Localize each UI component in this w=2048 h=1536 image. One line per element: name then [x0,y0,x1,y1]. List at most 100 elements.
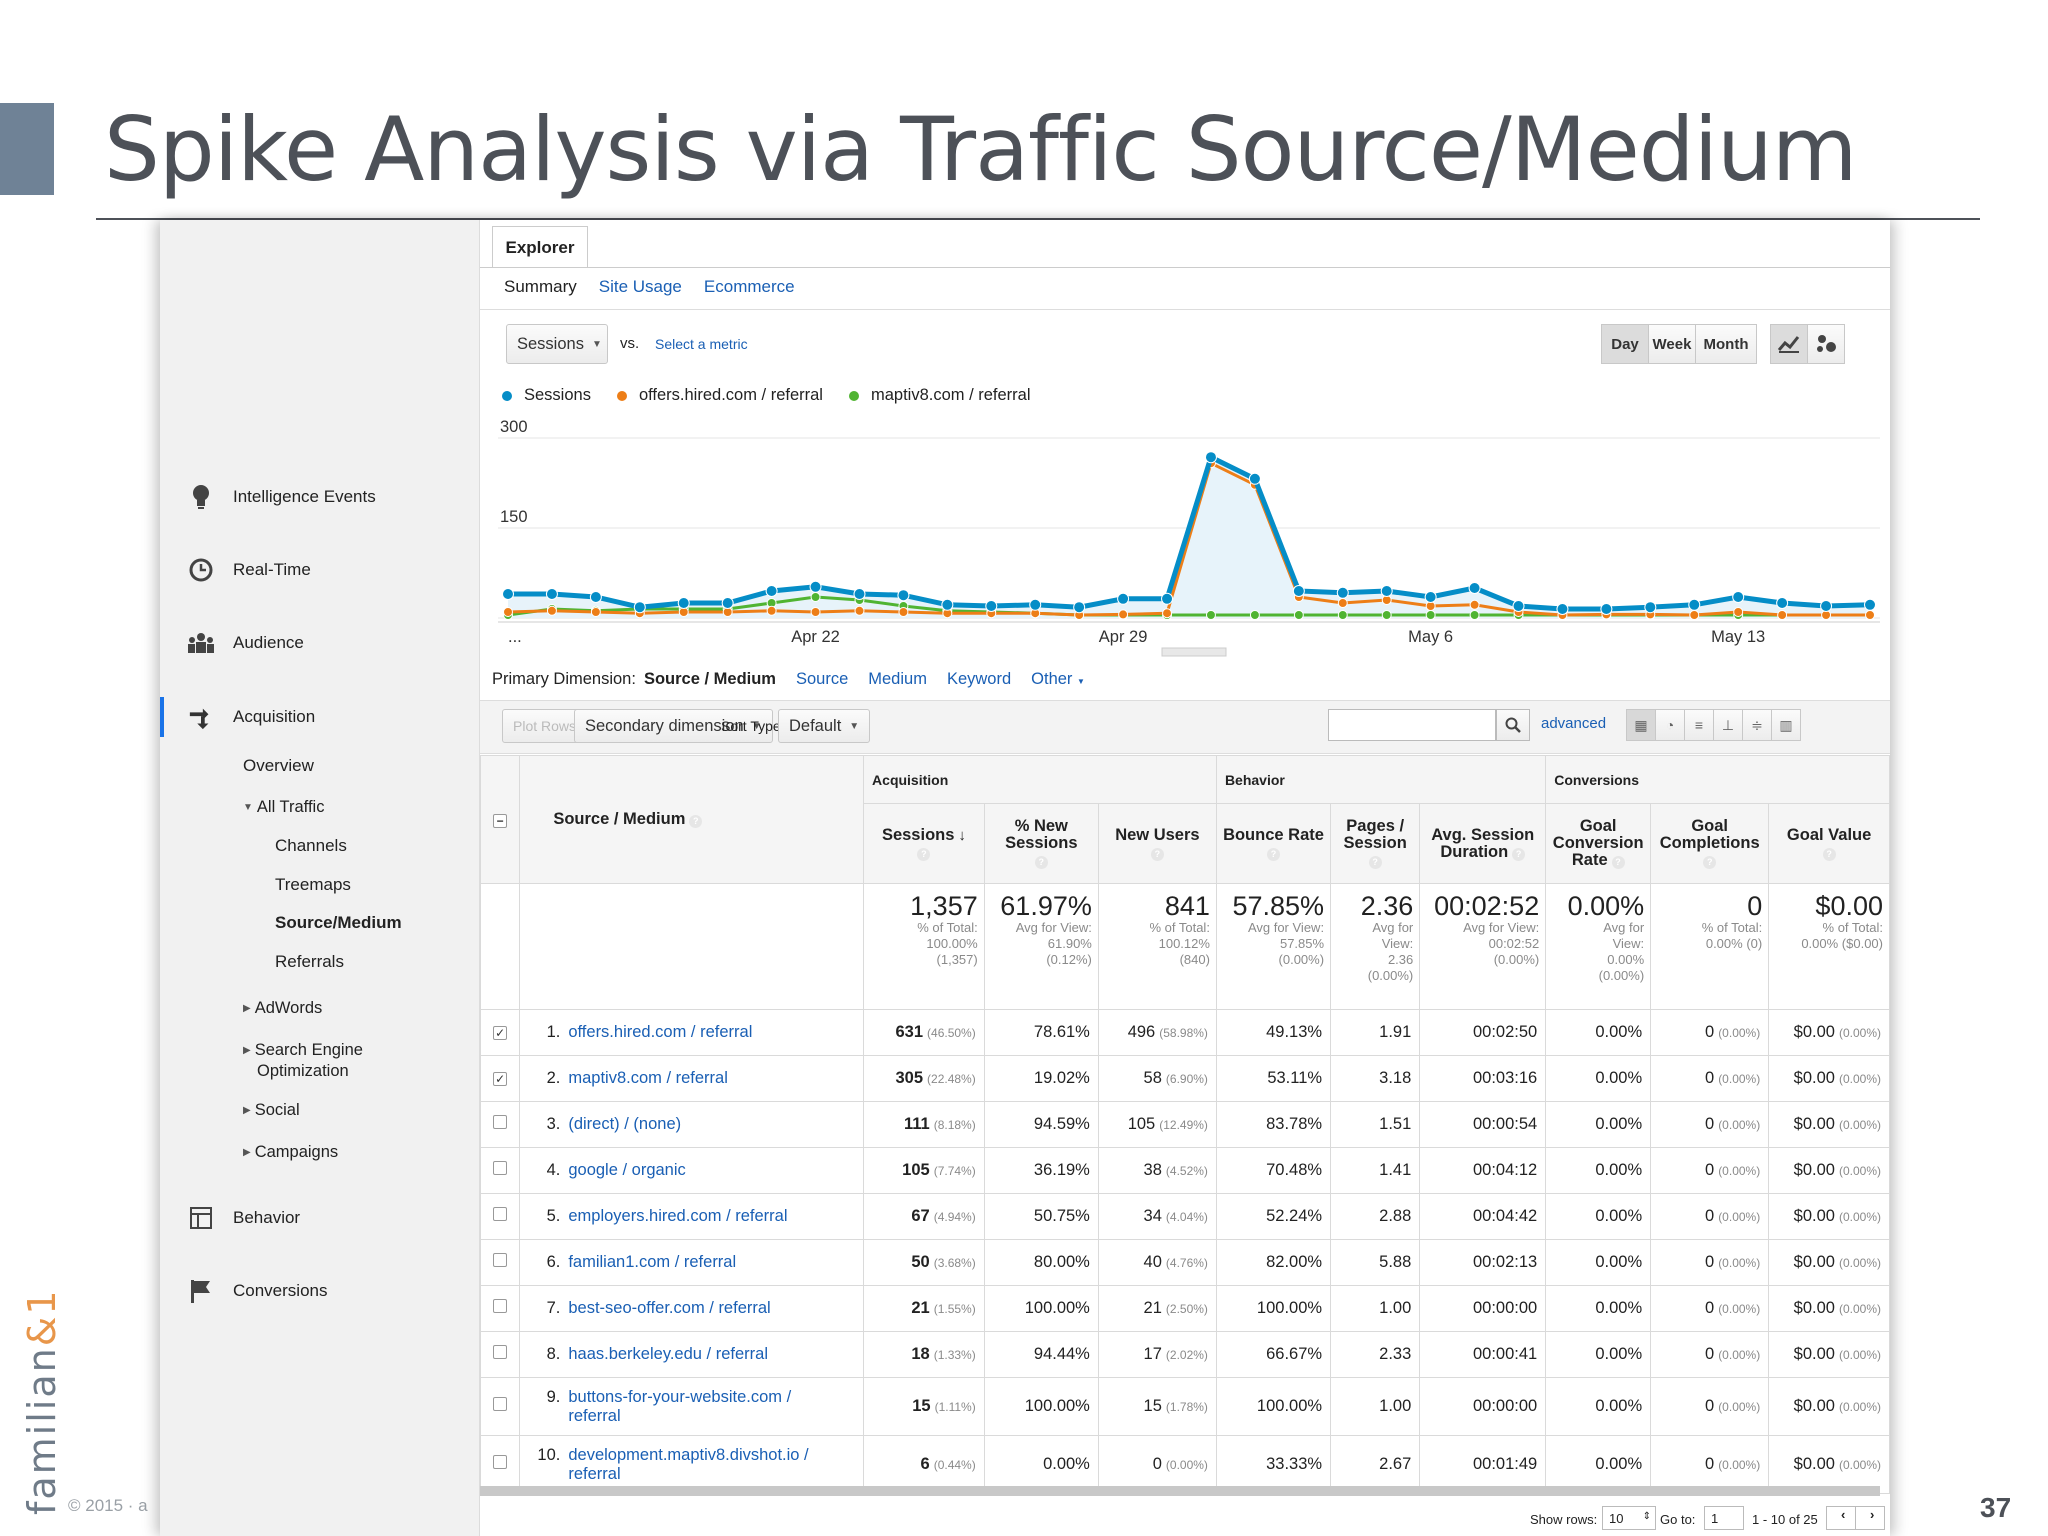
row-checkbox[interactable]: ✓ [493,1072,508,1086]
source-medium-link[interactable]: maptiv8.com / referral [568,1069,728,1088]
row-checkbox[interactable] [493,1397,508,1411]
subtab-summary[interactable]: Summary [504,277,577,296]
source-medium-link[interactable]: google / organic [568,1161,685,1180]
new-users-cell: 496 (58.98%) [1097,1009,1217,1056]
help-icon[interactable]: ? [1512,847,1526,861]
help-icon[interactable]: ? [1611,856,1625,869]
source-medium-link[interactable]: familian1.com / referral [568,1253,736,1272]
table-view-icon[interactable]: ▦ [1626,709,1656,741]
legend-item-sessions[interactable]: Sessions [502,386,591,405]
metric-select-value: Sessions [517,334,584,353]
header-goal-completions[interactable]: Goal Completions? [1650,803,1770,884]
help-icon[interactable]: ? [1150,847,1164,861]
nav-treemaps[interactable]: Treemaps [275,875,351,894]
help-icon[interactable]: ? [917,847,931,861]
header-goal-value[interactable]: Goal Value? [1768,803,1890,884]
legend-item-maptiv8[interactable]: maptiv8.com / referral [848,386,1031,405]
source-medium-link[interactable]: development.maptiv8.divshot.io / referral [568,1446,808,1484]
header-conversion-rate[interactable]: Goal Conversion Rate ? [1545,803,1652,884]
row-checkbox[interactable]: ✓ [493,1026,508,1040]
source-medium-link[interactable]: buttons-for-your-website.com / referral [568,1388,791,1426]
nav-adwords[interactable]: ▶ AdWords [243,998,322,1019]
line-chart-toggle[interactable] [1770,324,1808,364]
window-icon [188,1205,214,1231]
row-checkbox[interactable] [493,1207,508,1221]
plot-rows-button[interactable]: Plot Rows [502,709,588,743]
row-checkbox[interactable] [493,1253,508,1267]
subtab-site-usage[interactable]: Site Usage [598,277,682,296]
header-avg-duration[interactable]: Avg. Session Duration ? [1419,803,1547,884]
horizontal-scrollbar[interactable] [480,1486,1880,1496]
data-point-1 [503,607,513,617]
header-source-medium[interactable]: Source / Medium ? [519,755,865,884]
nav-acquisition[interactable]: Acquisition [160,697,480,737]
next-page-button[interactable]: › [1855,1506,1885,1530]
sort-type-select[interactable]: Default ▼ [778,709,871,743]
dimension-other-link[interactable]: Other ▼ [1031,670,1085,689]
help-icon[interactable]: ? [1703,856,1717,869]
secondary-dimension-select[interactable]: Secondary dimension ▼ [574,709,773,743]
nav-intelligence-events[interactable]: Intelligence Events [160,477,480,517]
header-pages-session[interactable]: Pages / Session? [1330,803,1421,884]
nav-seo[interactable]: ▶ Search Engine Optimization [243,1040,363,1081]
nav-seo-label-2: Optimization [257,1061,349,1080]
source-medium-link[interactable]: employers.hired.com / referral [568,1207,787,1226]
nav-behavior[interactable]: Behavior [160,1198,480,1238]
nav-social[interactable]: ▶ Social [243,1100,300,1121]
goal-value-percent: (0.00%) [1838,1400,1881,1414]
nav-overview[interactable]: Overview [243,756,314,775]
source-medium-link[interactable]: haas.berkeley.edu / referral [568,1345,768,1364]
help-icon[interactable]: ? [1822,847,1836,861]
comparison-view-icon[interactable]: ⊥ [1713,709,1743,741]
help-icon[interactable]: ? [1267,847,1280,861]
nav-channels[interactable]: Channels [275,836,347,855]
subtab-ecommerce[interactable]: Ecommerce [703,277,795,296]
nav-real-time[interactable]: Real-Time [160,550,480,590]
motion-chart-toggle[interactable] [1807,324,1845,364]
header-new-sessions[interactable]: % New Sessions? [983,803,1099,884]
collapse-checkbox[interactable]: − [493,813,508,828]
row-checkbox[interactable] [493,1455,508,1469]
help-icon[interactable]: ? [1034,856,1048,869]
source-medium-link[interactable]: best-seo-offer.com / referral [568,1299,770,1318]
tab-explorer[interactable]: Explorer [492,226,588,268]
row-checkbox[interactable] [493,1299,508,1313]
select-metric-link[interactable]: Select a metric [655,336,748,352]
source-medium-link[interactable]: offers.hired.com / referral [568,1023,752,1042]
pie-view-icon[interactable]: ◔ [1655,709,1685,741]
source-medium-link[interactable]: (direct) / (none) [568,1115,681,1134]
bar-view-icon[interactable]: ≡ [1684,709,1714,741]
term-cloud-view-icon[interactable]: ≑ [1742,709,1772,741]
help-icon[interactable]: ? [689,815,703,828]
show-rows-select[interactable]: 10 ⇕ [1602,1506,1656,1530]
table-search-input[interactable] [1328,709,1496,741]
goto-input[interactable]: 1 [1704,1506,1744,1530]
nav-source-medium[interactable]: Source/Medium [275,913,402,932]
period-day-button[interactable]: Day [1601,324,1649,364]
pivot-view-icon[interactable]: ▥ [1771,709,1801,741]
period-month-button[interactable]: Month [1695,324,1757,364]
prev-page-button[interactable]: ‹ [1826,1506,1856,1530]
row-checkbox[interactable] [493,1345,508,1359]
nav-conversions[interactable]: Conversions [160,1271,480,1311]
row-checkbox[interactable] [493,1115,508,1129]
legend-item-offers[interactable]: offers.hired.com / referral [616,386,823,405]
metric-select[interactable]: Sessions ▼ [506,324,608,364]
dimension-source-link[interactable]: Source [795,670,849,688]
nav-audience[interactable]: Audience [160,623,480,663]
header-bounce-rate[interactable]: Bounce Rate? [1215,803,1332,884]
dimension-medium-link[interactable]: Medium [868,670,927,688]
dimension-keyword-link[interactable]: Keyword [946,670,1012,688]
row-checkbox[interactable] [493,1161,508,1175]
header-sessions[interactable]: Sessions ↓? [863,803,985,884]
help-icon[interactable]: ? [1368,856,1382,869]
select-all-cell[interactable]: − [479,755,521,884]
advanced-link[interactable]: advanced [1541,715,1607,732]
data-point-0 [1161,592,1174,605]
header-new-users[interactable]: New Users? [1097,803,1217,884]
nav-all-traffic[interactable]: ▼ All Traffic [243,797,324,818]
period-week-button[interactable]: Week [1648,324,1696,364]
nav-referrals[interactable]: Referrals [275,952,344,971]
nav-campaigns[interactable]: ▶ Campaigns [243,1142,338,1163]
search-button[interactable] [1496,709,1530,741]
